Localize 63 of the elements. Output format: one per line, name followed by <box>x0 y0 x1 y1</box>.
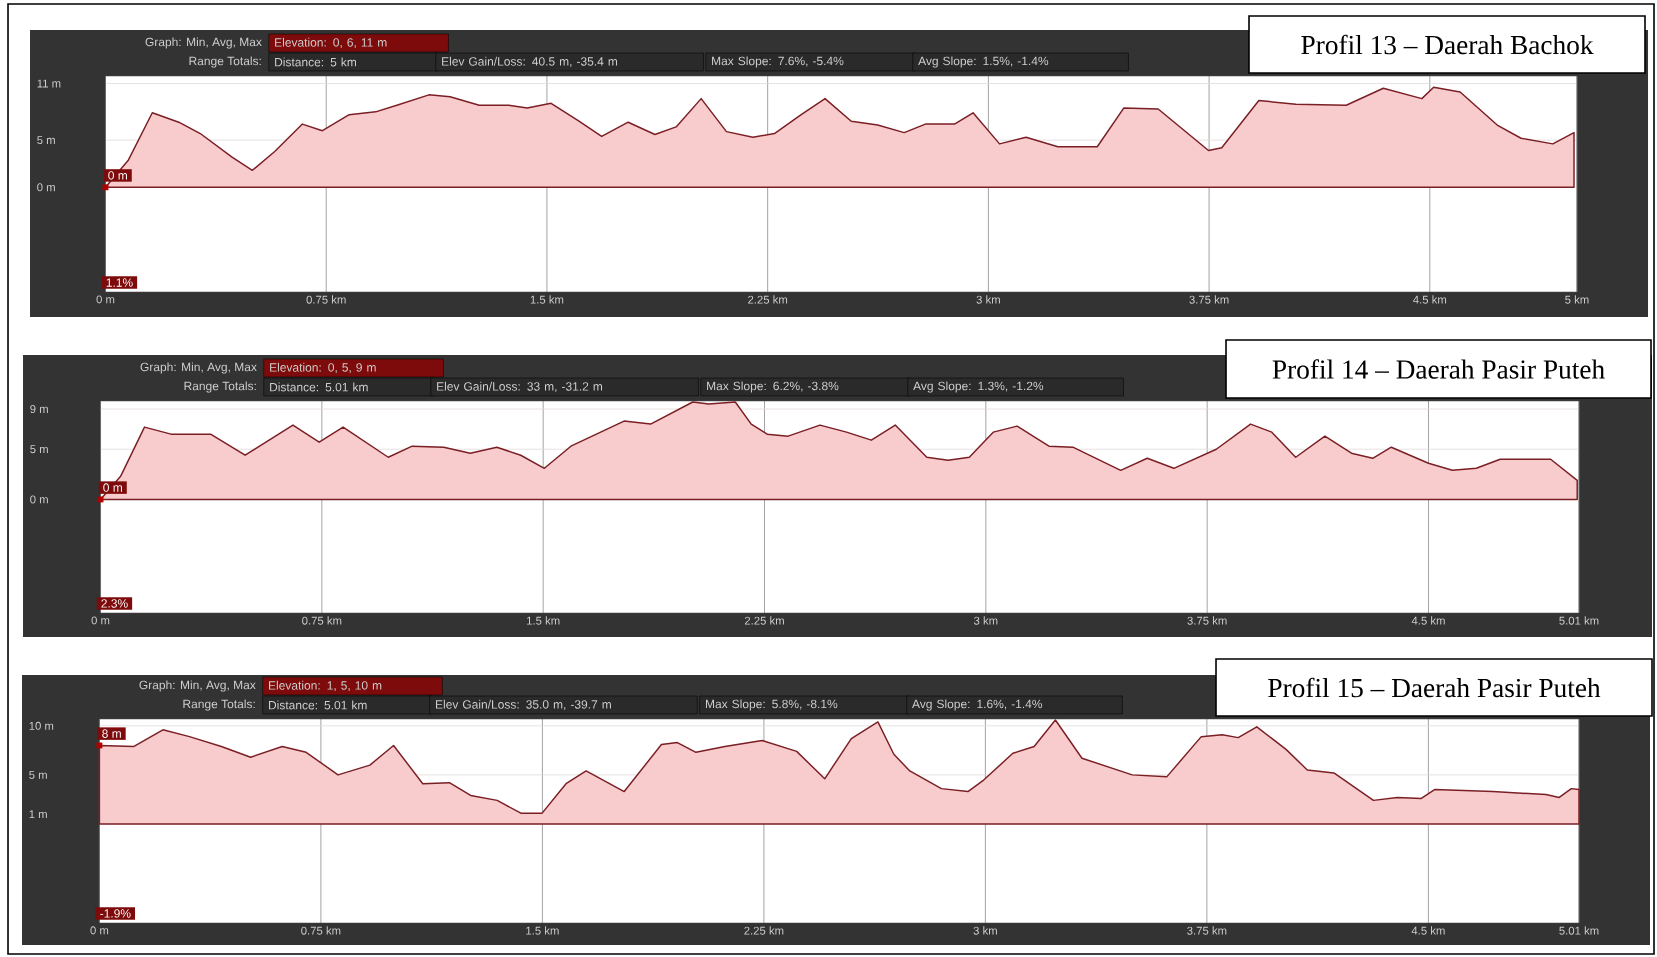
y-tick-label: 5 m <box>30 445 48 454</box>
y-tick-label: 1 m <box>29 810 47 819</box>
text: Elev Gain/Loss: 35.0 m, -39.7 m <box>435 699 611 711</box>
y-tick-label: 0 m <box>30 495 48 504</box>
x-tick-label: 0.75 km <box>306 295 346 304</box>
annotation: -1.9% <box>100 909 131 918</box>
x-tick-label: 5 km <box>1565 295 1589 304</box>
y-tick-label: 5 m <box>37 136 55 145</box>
x-tick-label: 4.5 km <box>1411 616 1445 625</box>
x-tick-label: 3 km <box>976 295 1000 304</box>
annotation: 1.1% <box>106 278 133 287</box>
x-tick-label: 3 km <box>973 616 998 625</box>
text: Range Totals: <box>184 381 256 393</box>
y-tick-label: 9 m <box>30 405 48 414</box>
annotation: 2.3% <box>101 599 128 608</box>
text: Elevation: 0, 6, 11 m <box>275 37 387 49</box>
x-tick-label: 3.75 km <box>1187 926 1227 935</box>
x-tick-label: 2.25 km <box>748 295 788 304</box>
x-tick-label: 0.75 km <box>301 926 341 935</box>
x-tick-label: 1.5 km <box>526 926 559 935</box>
y-tick-label: 11 m <box>37 79 61 88</box>
text: Range Totals: <box>183 699 255 711</box>
y-tick-label: 10 m <box>29 721 54 730</box>
x-tick-label: 0.75 km <box>302 616 342 625</box>
y-tick-label: 5 m <box>29 770 47 779</box>
text: Distance: 5.01 km <box>270 382 368 392</box>
text: Max Slope: 7.6%, -5.4% <box>712 56 844 68</box>
text: Distance: 5.01 km <box>269 700 367 710</box>
x-tick-label: 3 km <box>973 926 997 935</box>
x-tick-label: 1.5 km <box>530 295 564 304</box>
x-tick-label: 1.5 km <box>527 616 560 625</box>
x-tick-label: 3.75 km <box>1189 295 1229 304</box>
text: Max Slope: 6.2%, -3.8% <box>707 381 839 393</box>
text: Elevation: 1, 5, 10 m <box>269 680 382 692</box>
annotation: 0 m <box>108 171 127 180</box>
x-tick-label: 0 m <box>91 616 110 625</box>
text: Elev Gain/Loss: 40.5 m, -35.4 m <box>442 56 618 68</box>
text: Avg Slope: 1.5%, -1.4% <box>918 56 1049 68</box>
text: Max Slope: 5.8%, -8.1% <box>705 699 838 711</box>
annotation: 0 m <box>103 483 122 492</box>
x-tick-label: 4.5 km <box>1413 295 1447 304</box>
x-tick-label: 0 m <box>90 926 109 935</box>
text: Avg Slope: 1.6%, -1.4% <box>912 699 1043 711</box>
chart-title: Profil 15 – Daerah Pasir Puteh <box>1268 677 1601 698</box>
annotation: 8 m <box>102 729 121 738</box>
x-tick-label: 2.25 km <box>744 926 784 935</box>
text: Range Totals: <box>189 56 261 68</box>
text: Elevation: 0, 5, 9 m <box>270 362 376 374</box>
text: Graph: Min, Avg, Max <box>140 362 257 374</box>
x-tick-label: 5.01 km <box>1559 926 1599 935</box>
text: Avg Slope: 1.3%, -1.2% <box>913 381 1044 393</box>
chart-title: Profil 13 – Daerah Bachok <box>1301 34 1594 55</box>
y-tick-label: 0 m <box>37 183 55 192</box>
text: Elev Gain/Loss: 33 m, -31.2 m <box>437 381 603 393</box>
text: Distance: 5 km <box>275 57 356 67</box>
x-tick-label: 0 m <box>96 295 115 304</box>
x-tick-label: 3.75 km <box>1187 616 1227 625</box>
chart-title: Profil 14 – Daerah Pasir Puteh <box>1272 359 1605 379</box>
text: Graph: Min, Avg, Max <box>145 37 262 49</box>
text: Graph: Min, Avg, Max <box>139 680 256 692</box>
x-tick-label: 5.01 km <box>1559 616 1599 625</box>
x-tick-label: 2.25 km <box>744 616 784 625</box>
x-tick-label: 4.5 km <box>1411 926 1445 935</box>
